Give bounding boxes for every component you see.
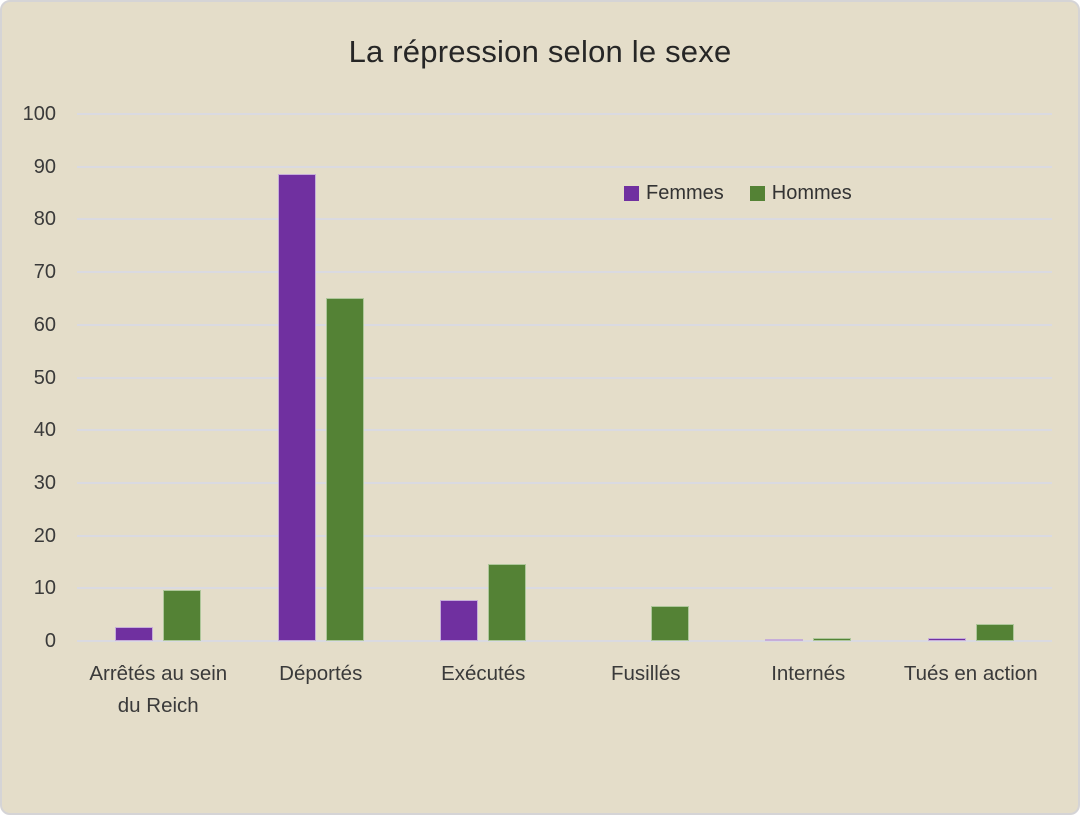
femmes-swatch-icon — [624, 186, 639, 201]
chart-title: La répression selon le sexe — [348, 34, 732, 69]
x-axis-label: Fusillés — [611, 662, 681, 685]
bar-hommes-6 — [975, 624, 1014, 641]
gridline — [77, 481, 1052, 484]
x-axis-label: Arrêtés au sein du Reich — [89, 662, 228, 717]
y-axis-label: 90 — [33, 155, 56, 178]
legend-item-hommes: Hommes — [749, 182, 852, 205]
bar-femmes-5 — [765, 638, 804, 641]
y-axis-label: 20 — [33, 524, 56, 547]
bar-hommes-3 — [488, 564, 527, 641]
gridline — [77, 376, 1052, 379]
plot-area — [77, 113, 1052, 642]
bar-femmes-2 — [277, 174, 316, 641]
gridline — [77, 323, 1052, 326]
x-axis-label: Déportés — [279, 662, 363, 685]
bar-hommes-2 — [325, 298, 364, 641]
gridline — [77, 587, 1052, 590]
legend-item-femmes: Femmes — [624, 182, 724, 205]
legend-label-femmes: Femmes — [646, 182, 724, 204]
gridline — [77, 113, 1052, 115]
bar-hommes-1 — [163, 590, 202, 641]
x-axis-label: Tués en action — [903, 662, 1038, 685]
bar-hommes-4 — [650, 606, 689, 641]
gridline — [77, 165, 1052, 168]
bar-femmes-6 — [927, 638, 966, 641]
y-axis-label: 70 — [33, 261, 56, 284]
bar-hommes-5 — [813, 637, 852, 641]
hommes-swatch-icon — [749, 186, 765, 201]
y-axis-label: 60 — [33, 313, 56, 336]
gridline — [77, 429, 1052, 432]
bar-femmes-1 — [115, 627, 154, 641]
y-axis-label: 0 — [44, 630, 56, 652]
y-axis-label: 10 — [33, 577, 56, 600]
y-axis-label: 50 — [33, 366, 56, 389]
gridline — [77, 534, 1052, 537]
legend-label-hommes: Hommes — [771, 182, 852, 204]
y-axis-label: 30 — [33, 471, 56, 494]
gridline — [77, 218, 1052, 221]
y-axis-label: 100 — [22, 103, 56, 125]
y-axis-label: 80 — [33, 208, 56, 231]
gridline — [77, 271, 1052, 274]
legend: Femmes Hommes — [624, 182, 852, 205]
y-axis: 0 10 20 30 40 50 60 70 80 90 100 — [2, 103, 56, 652]
x-axis-label: Internés — [771, 662, 846, 685]
x-axis: Arrêtés au sein du Reich Déportés Exécutés… — [77, 658, 1052, 738]
x-axis-label: Exécutés — [441, 662, 526, 685]
bar-femmes-3 — [440, 599, 479, 641]
gridline — [77, 640, 1052, 642]
y-axis-label: 40 — [33, 419, 56, 442]
